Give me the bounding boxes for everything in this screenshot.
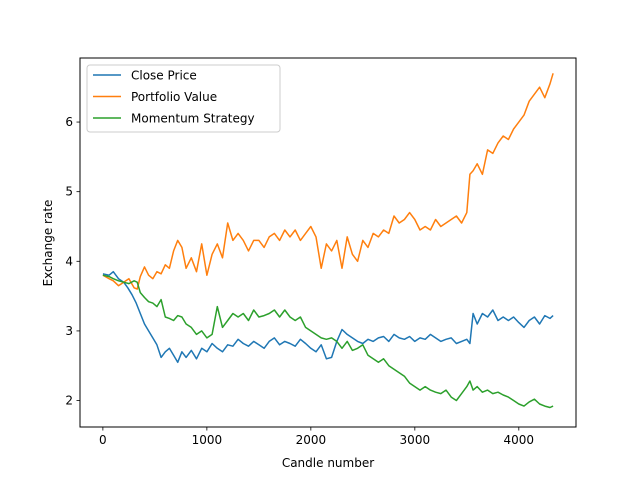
x-tick-label: 3000 [400, 433, 431, 447]
y-tick-label: 5 [65, 185, 73, 199]
series-line-portfolio-value [102, 73, 554, 290]
y-axis-label: Exchange rate [41, 200, 55, 287]
x-tick-label: 0 [99, 433, 107, 447]
y-axis: 2 3 4 5 6 [65, 115, 80, 408]
x-tick-label: 1000 [192, 433, 223, 447]
x-axis-label: Candle number [282, 456, 374, 470]
plot-lines [102, 73, 554, 409]
y-tick-label: 4 [65, 254, 73, 268]
y-tick-label: 3 [65, 324, 73, 338]
y-tick-label: 6 [65, 115, 73, 129]
legend-box [86, 64, 281, 133]
plot-frame [79, 57, 577, 428]
y-tick-label: 2 [65, 394, 73, 408]
x-tick-label: 4000 [504, 433, 535, 447]
legend-label: Close Price [131, 69, 197, 83]
legend-label: Momentum Strategy [131, 112, 255, 126]
legend-label: Portfolio Value [131, 90, 217, 104]
series-line-momentum-strategy [102, 274, 554, 409]
x-axis: 0 1000 2000 3000 4000 [99, 427, 534, 447]
x-tick-label: 2000 [296, 433, 327, 447]
series-line-close-price [102, 270, 554, 364]
legend: Close Price Portfolio Value Momentum Strat… [86, 64, 281, 133]
